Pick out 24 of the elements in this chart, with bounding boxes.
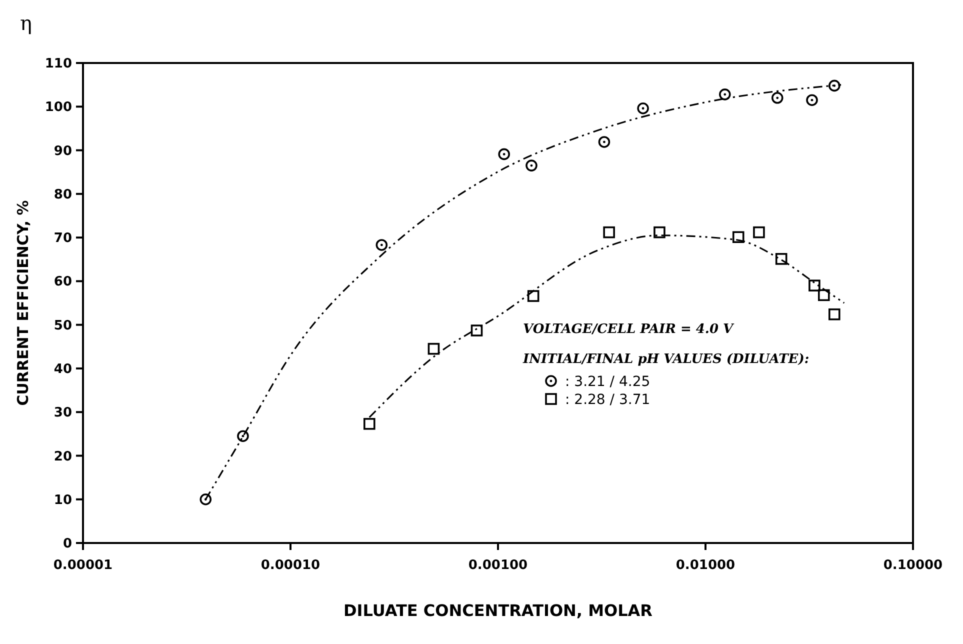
y-tick-label: 10: [54, 492, 72, 508]
y-tick-label: 0: [62, 536, 72, 552]
y-tick-label: 100: [44, 100, 72, 116]
y-tick-label: 50: [54, 318, 72, 334]
y-tick-label: 30: [54, 406, 72, 421]
legend-title: INITIAL/FINAL pH VALUES (DILUATE):: [522, 352, 810, 367]
annotation: VOLTAGE/CELL PAIR = 4.0 V: [523, 322, 736, 337]
legend-label: : 3.21 / 4.25: [565, 374, 650, 390]
y-tick-label: 90: [54, 144, 72, 159]
y-tick-label: 70: [54, 231, 72, 246]
x-tick-label: 0.10000: [883, 558, 943, 573]
y-tick-label: 80: [54, 187, 72, 202]
y-tick-label: 20: [54, 449, 72, 464]
y-tick-label: 40: [54, 362, 72, 378]
x-tick-label: 0.00010: [260, 558, 320, 573]
x-tick-label: 0.00100: [468, 558, 528, 573]
x-tick-label: 0.01000: [676, 558, 736, 573]
y-axis-title: CURRENT EFFICIENCY, %: [14, 200, 32, 406]
x-tick-label: 0.00001: [53, 558, 113, 573]
x-axis-title: DILUATE CONCENTRATION, MOLAR: [343, 601, 653, 620]
y-tick-label: 60: [54, 274, 72, 290]
text: η: [20, 11, 32, 35]
legend-label: : 2.28 / 3.71: [565, 392, 650, 408]
y-tick-label: 110: [44, 56, 72, 72]
